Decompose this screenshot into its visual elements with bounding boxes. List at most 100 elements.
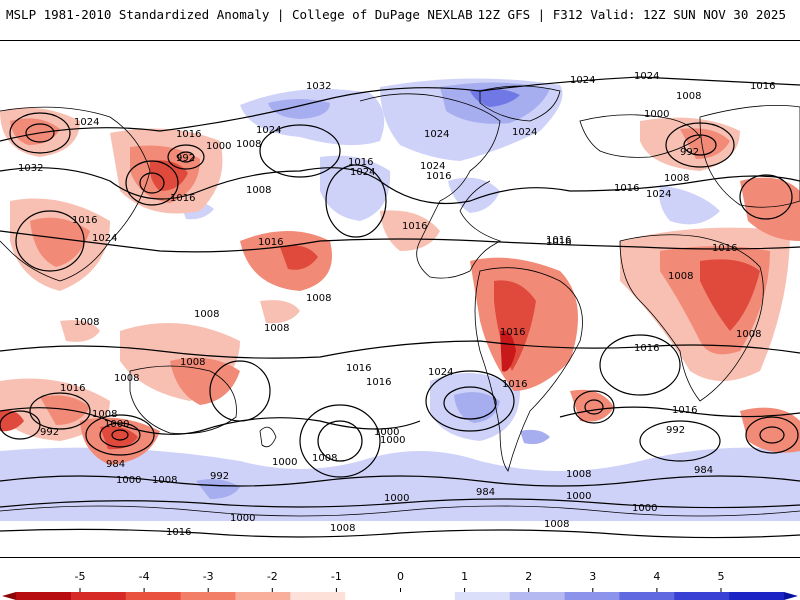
colorbar-tick-label: 5 — [717, 570, 725, 583]
colorbar-segment — [400, 592, 456, 600]
map-panel: 1032 1024 1024 1024 1016 1016 1000 1008 … — [0, 40, 800, 558]
isobar-label: 1016 — [346, 363, 371, 374]
isobar-low — [9, 112, 71, 154]
africa-outline — [619, 234, 764, 402]
isobar-label: 1000 — [384, 493, 409, 504]
isobar-label: 1008 — [246, 185, 271, 196]
isobar-label: 1000 — [644, 109, 669, 120]
isobar-label: 1024 — [646, 189, 671, 200]
isobar-low — [683, 134, 717, 156]
isobar-label: 1008 — [236, 139, 261, 150]
isobar-low — [177, 151, 195, 163]
isobar-label: 992 — [210, 471, 229, 482]
antarctica-outline — [0, 505, 800, 517]
anomaly-positive-region — [520, 429, 550, 445]
isobar-labels: 1032 1024 1024 1024 1016 1016 1000 1008 … — [18, 71, 775, 538]
isobar-label: 1016 — [502, 379, 527, 390]
isobar-line — [0, 340, 800, 359]
anomaly-negative-region — [570, 389, 614, 422]
isobar-label: 1016 — [366, 377, 391, 388]
isobar-low — [85, 414, 155, 456]
anomaly-negative-region — [380, 210, 440, 251]
isobar-label: 992 — [666, 425, 685, 436]
isobar-label: 984 — [476, 487, 495, 498]
isobar-label: 1008 — [668, 271, 693, 282]
isobar-high — [599, 334, 681, 396]
colorbar-tick-label: -4 — [138, 570, 150, 583]
isobar-low — [745, 416, 799, 454]
colorbar-segment — [509, 592, 566, 600]
isobar-label: 1008 — [544, 519, 569, 530]
isobar-line — [0, 230, 800, 253]
isobar-label: 1016 — [614, 183, 639, 194]
isobar-label: 1000 — [566, 491, 591, 502]
greenland-outline — [479, 85, 561, 122]
isobar-label: 1032 — [18, 163, 43, 174]
isobar-low — [167, 144, 205, 170]
isobar-low — [125, 160, 179, 206]
isobar-label: 1016 — [546, 235, 571, 246]
colorbar-segment — [564, 592, 620, 600]
isobar-line — [0, 407, 421, 435]
isobar-label: 1032 — [306, 81, 331, 92]
anomaly-negative-region — [30, 217, 90, 267]
isobar-label: 984 — [106, 459, 125, 470]
isobar-low — [29, 392, 91, 430]
isobar-label: 1008 — [566, 469, 591, 480]
isobar-label: 1008 — [74, 317, 99, 328]
isobar-label: 1024 — [256, 125, 281, 136]
isobar-label: 1000 — [206, 141, 231, 152]
isobar-high — [443, 386, 497, 420]
anomaly-negative-region — [500, 330, 516, 372]
colorbar-segment — [125, 592, 182, 600]
map-title: MSLP 1981-2010 Standardized Anomaly | Co… — [6, 7, 473, 22]
isobar-label: 1000 — [230, 513, 255, 524]
isobar-label: 1008 — [152, 475, 177, 486]
isobar-label: 992 — [176, 153, 195, 164]
isobar-label: 1008 — [676, 91, 701, 102]
isobar-label: 1008 — [92, 409, 117, 420]
isobar-label: 1024 — [634, 71, 659, 82]
isobar-low — [639, 420, 721, 462]
model-run-info: 12Z GFS | F312 Valid: 12Z SUN NOV 30 202… — [477, 7, 786, 22]
anomaly-negative-region — [260, 300, 300, 324]
isobar-high — [325, 164, 387, 238]
colorbar-segment — [290, 592, 346, 600]
anomaly-positive-region — [659, 185, 720, 225]
isobar-low — [111, 429, 129, 441]
anomaly-positive-region — [448, 177, 500, 213]
isobar-label: 984 — [694, 465, 713, 476]
colorbar-segments — [16, 588, 785, 600]
isobar-label: 1016 — [712, 243, 737, 254]
anomaly-negative-region — [60, 320, 100, 342]
isobar-label: 1016 — [258, 237, 283, 248]
isobar-low — [739, 174, 793, 220]
asia-outline — [699, 104, 800, 208]
anomaly-negative-region — [40, 395, 90, 425]
isobar-line — [559, 406, 800, 418]
isobar-label: 1016 — [634, 343, 659, 354]
isobar-high — [425, 370, 515, 432]
isobar-label: 1024 — [424, 129, 449, 140]
isobar-high — [299, 404, 381, 478]
isobar-label: 1016 — [176, 129, 201, 140]
isobar-label: 1000 — [632, 503, 657, 514]
colorbar-tick-label: 4 — [653, 570, 661, 583]
isobar-label: 1016 — [166, 527, 191, 538]
anomaly-positive-region — [268, 99, 330, 119]
north-america-outline — [359, 93, 501, 279]
colorbar-segment — [16, 592, 72, 600]
isobar-label: 1016 — [402, 221, 427, 232]
isobar-low — [0, 410, 41, 440]
isobar-label: 1016 — [672, 405, 697, 416]
isobar-label: 1008 — [264, 323, 289, 334]
colorbar-graphic — [2, 588, 798, 600]
isobar-label: 1024 — [570, 75, 595, 86]
colorbar-tick-label: -3 — [202, 570, 214, 583]
isobar-label: 1008 — [330, 523, 355, 534]
colorbar-tick-label: -5 — [74, 570, 86, 583]
isobar-label: 1016 — [60, 383, 85, 394]
isobar-low — [759, 426, 785, 444]
isobar-low — [665, 122, 735, 168]
isobar-label: 992 — [680, 147, 699, 158]
